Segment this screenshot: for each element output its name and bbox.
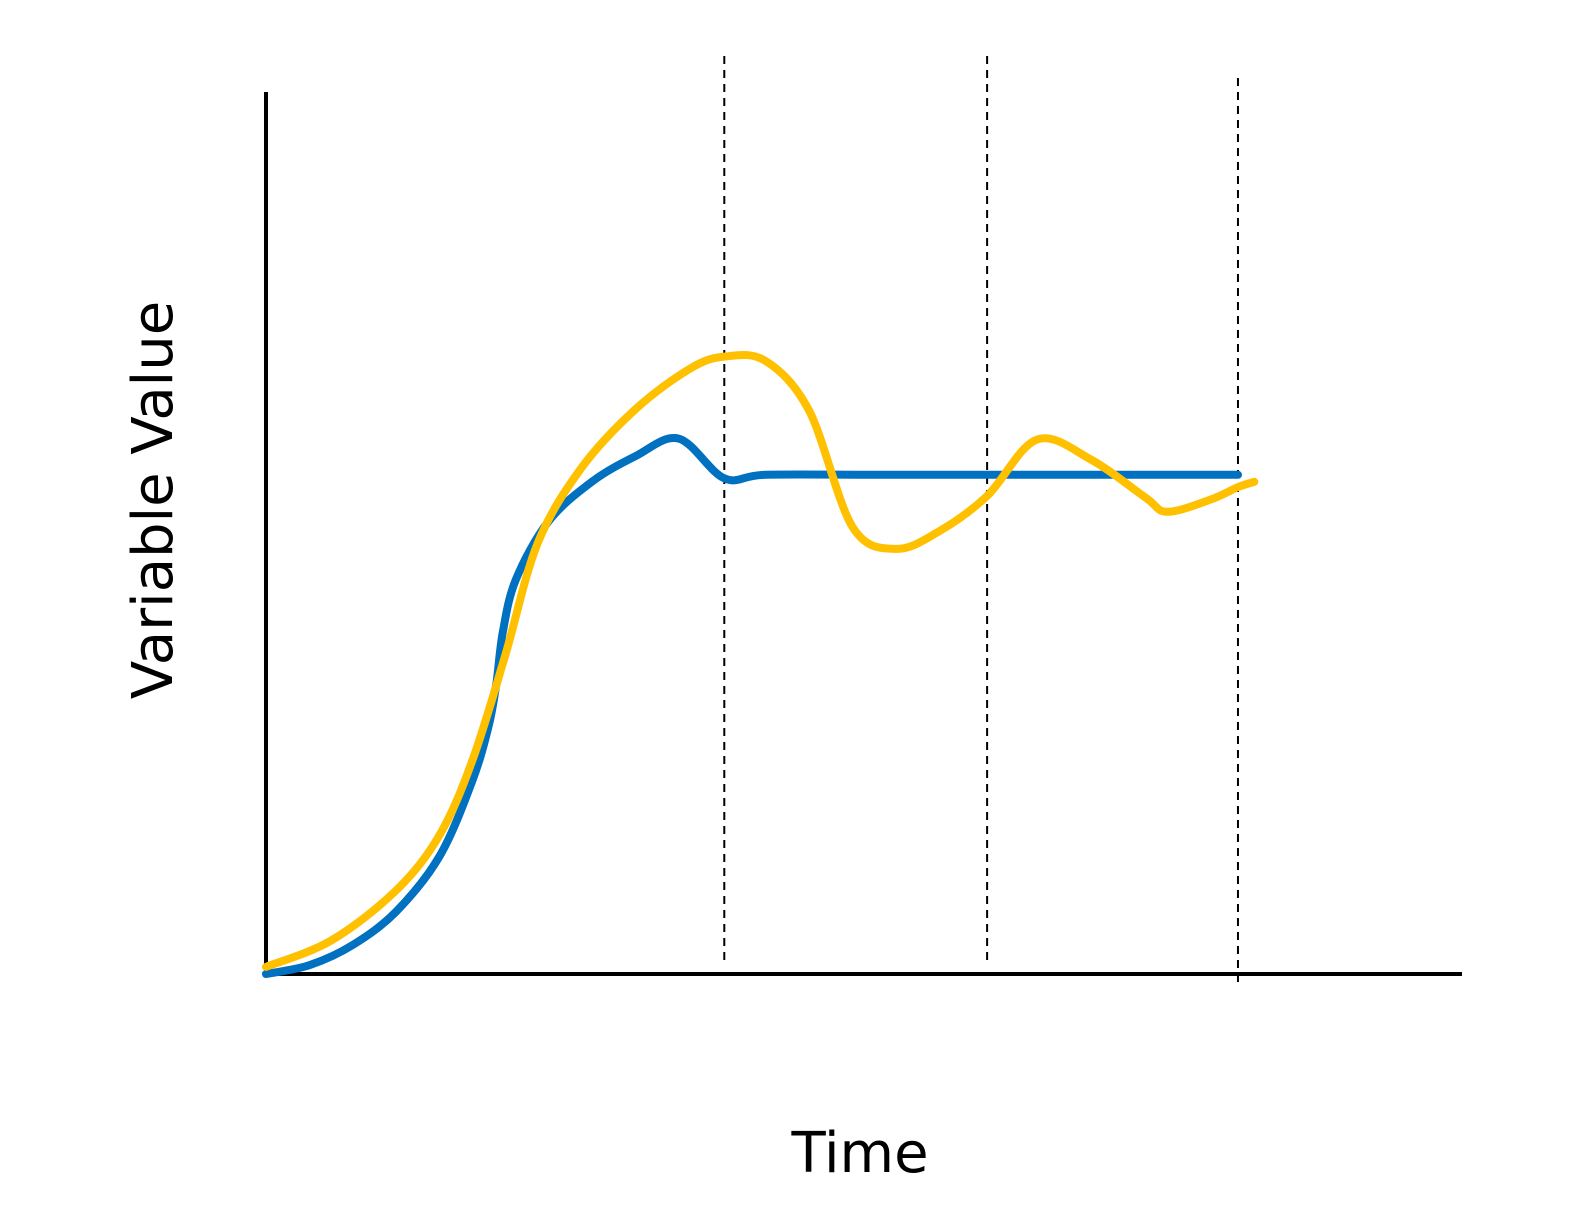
series-line-2 (262, 350, 1259, 971)
series-line-1 (262, 434, 1242, 978)
y-axis-label: Variable Value (121, 301, 186, 699)
series-layer (262, 350, 1259, 978)
x-axis-label: Time (790, 1121, 928, 1186)
reference-lines (723, 56, 1239, 982)
